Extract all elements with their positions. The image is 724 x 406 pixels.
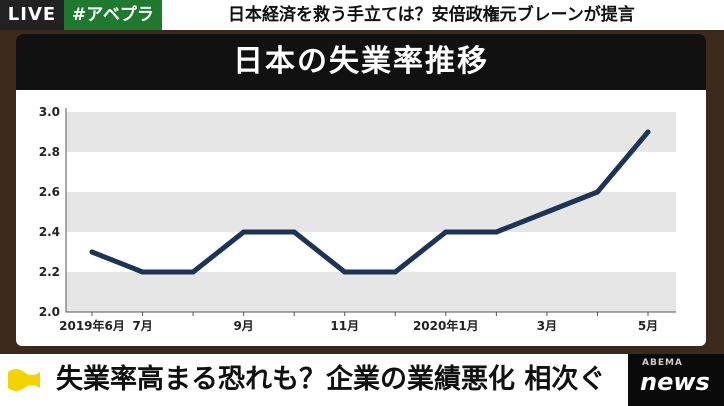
x-tick-label: 5月 [638,319,658,333]
data-point [140,269,146,275]
data-point [392,269,398,275]
grid-band [66,112,676,152]
unemployment-line [89,129,651,275]
data-point [342,269,348,275]
x-tick-label: 7月 [132,319,152,333]
y-tick-label: 2.4 [39,225,60,239]
data-point [89,249,95,255]
x-tick-label: 2019年6月 [59,318,125,333]
data-point [493,229,499,235]
data-point [190,269,196,275]
x-tick-label: 9月 [233,319,253,333]
x-tick-label: 3月 [537,319,557,333]
data-point [594,189,600,195]
y-tick-label: 2.6 [39,185,60,199]
chart-title: 日本の失業率推移 [233,44,489,79]
logo-big-text: news [640,368,710,396]
hashtag-label: #アベプラ [64,0,162,30]
axis-lines [65,108,676,313]
data-point [291,229,297,235]
logo-small-text: ABEMA [642,358,683,368]
live-badge: LIVE [0,0,64,30]
headline: 日本経済を救う手立ては？安倍政権元ブレーンが提言 [228,5,635,25]
y-tick-label: 2.0 [39,305,60,319]
grid-band [66,272,676,312]
top-banner: LIVE #アベプラ 日本経済を救う手立ては？安倍政権元ブレーンが提言 [0,0,724,30]
data-point [443,229,449,235]
x-tick-label: 11月 [330,319,359,333]
y-tick-label: 2.8 [39,145,60,159]
abema-news-logo: ABEMA news [628,354,724,406]
x-tick-label: 2020年1月 [413,318,479,333]
data-point [645,129,651,135]
bottom-telop-bar: 失業率高まる恐れも？企業の業績悪化 相次ぐ [0,354,724,406]
y-tick-label: 3.0 [39,105,60,119]
chart-title-bar: 日本の失業率推移 [16,34,706,90]
data-point [544,209,550,215]
flag-icon [8,369,40,391]
chart-panel: 日本の失業率推移 3.0 2.8 2.6 2.4 2.2 2.0 2019年6月 7月 9月 11… [16,34,706,346]
data-point [241,229,247,235]
y-tick-label: 2.2 [39,265,60,279]
telop-text: 失業率高まる恐れも？企業の業績悪化 相次ぐ [56,364,606,395]
